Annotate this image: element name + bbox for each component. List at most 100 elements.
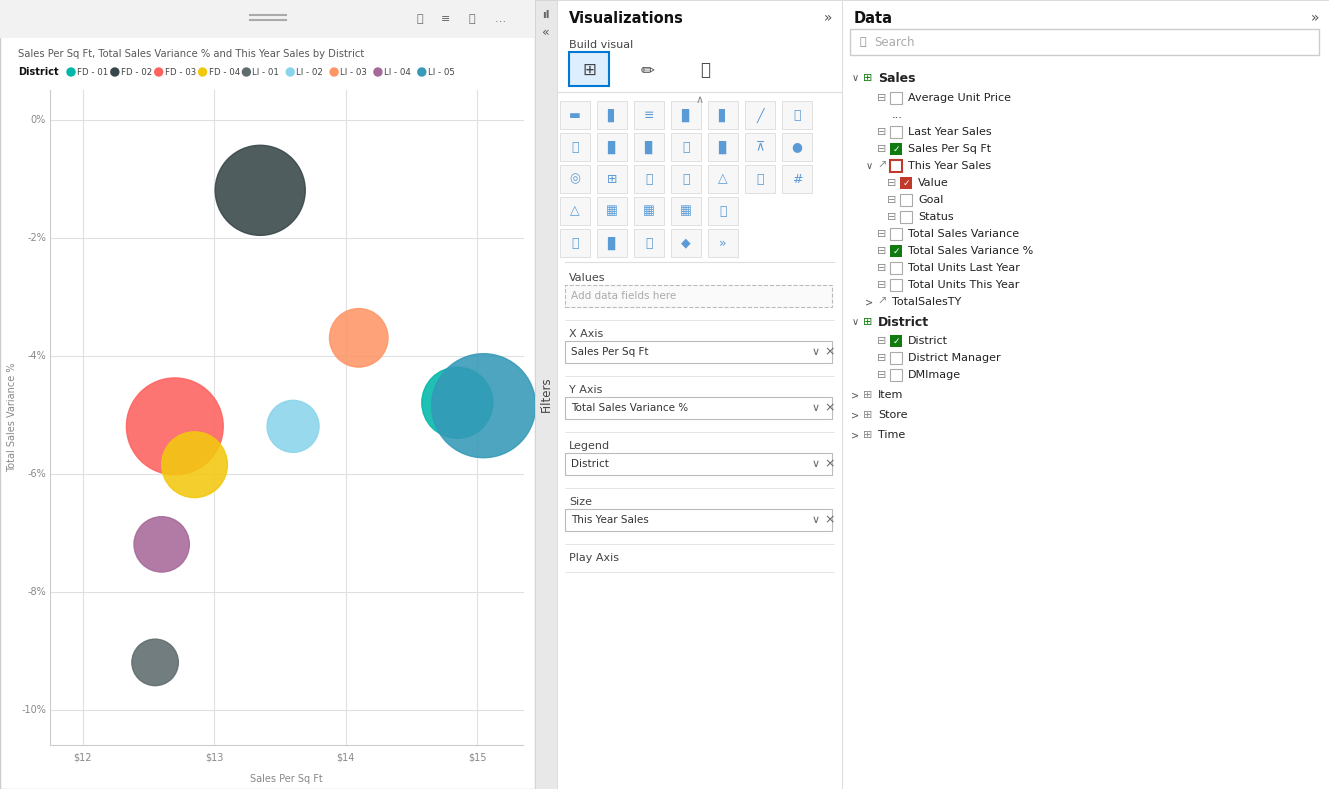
Circle shape [66, 68, 74, 76]
Text: Store: Store [878, 410, 908, 420]
Text: ×: × [825, 402, 835, 414]
Text: ⊟: ⊟ [888, 178, 897, 188]
Text: ⊞: ⊞ [864, 73, 873, 83]
Bar [890, 335, 902, 347]
Text: Search: Search [874, 36, 914, 48]
Text: »: » [824, 11, 832, 25]
FancyBboxPatch shape [565, 397, 832, 419]
Text: Filters: Filters [540, 376, 553, 413]
Text: ∨: ∨ [865, 161, 873, 171]
Text: FD - 04: FD - 04 [209, 68, 239, 77]
Text: Item: Item [878, 390, 904, 400]
Bar [890, 369, 902, 381]
Text: ╱: ╱ [756, 107, 764, 122]
Bar [746, 165, 775, 193]
Text: ▊: ▊ [607, 237, 617, 249]
Text: 📍: 📍 [646, 237, 653, 249]
Text: ✓: ✓ [892, 144, 900, 154]
Text: This Year Sales: This Year Sales [571, 515, 649, 525]
Text: ⛓: ⛓ [719, 204, 727, 218]
Bar [890, 352, 902, 364]
Text: ↗: ↗ [877, 297, 886, 307]
Text: ▊: ▊ [645, 140, 654, 154]
Text: $13: $13 [205, 753, 223, 763]
Bar [671, 197, 700, 225]
Bar [708, 165, 738, 193]
Text: ✓: ✓ [892, 336, 900, 346]
Text: ▋: ▋ [718, 108, 728, 122]
Text: Values: Values [569, 273, 606, 283]
Text: >: > [851, 410, 859, 420]
Text: Time: Time [878, 430, 905, 440]
Bar [900, 211, 912, 223]
Text: 〜: 〜 [571, 140, 578, 154]
Bar [708, 229, 738, 257]
Bar [900, 194, 912, 206]
Text: 🎨: 🎨 [682, 140, 690, 154]
Text: Value: Value [918, 178, 949, 188]
Text: Average Unit Price: Average Unit Price [908, 93, 1011, 103]
Text: FD - 03: FD - 03 [165, 68, 195, 77]
Text: District: District [19, 67, 58, 77]
Text: >: > [851, 430, 859, 440]
Bar [781, 133, 812, 161]
Text: ▊: ▊ [682, 108, 691, 122]
Bar [900, 177, 912, 189]
Text: 🔍: 🔍 [860, 37, 867, 47]
FancyBboxPatch shape [565, 285, 832, 307]
Text: ≡: ≡ [643, 109, 654, 122]
FancyBboxPatch shape [565, 341, 832, 363]
Bar [560, 229, 590, 257]
FancyBboxPatch shape [851, 29, 1318, 55]
Text: Build visual: Build visual [569, 40, 633, 50]
Text: ≡: ≡ [441, 14, 451, 24]
Text: ⛵: ⛵ [682, 173, 690, 185]
Text: ◎: ◎ [570, 173, 581, 185]
Text: ⊟: ⊟ [888, 212, 897, 222]
Bar [890, 160, 902, 172]
Text: LI - 03: LI - 03 [340, 68, 367, 77]
Text: …: … [494, 14, 505, 24]
Text: Size: Size [569, 497, 591, 507]
Text: Sales: Sales [878, 72, 916, 84]
Circle shape [134, 517, 189, 572]
Bar [634, 229, 664, 257]
Bar [708, 197, 738, 225]
Text: ⊞: ⊞ [607, 173, 617, 185]
Circle shape [198, 68, 206, 76]
Text: ⊞: ⊞ [582, 61, 595, 79]
Circle shape [432, 353, 536, 458]
Text: ▦: ▦ [643, 204, 655, 218]
Bar [560, 197, 590, 225]
Text: Add data fields here: Add data fields here [571, 291, 676, 301]
Text: Data: Data [855, 10, 893, 25]
Bar [671, 229, 700, 257]
Bar [634, 101, 664, 129]
Text: Total Sales Variance %: Total Sales Variance % [571, 403, 688, 413]
Bar [560, 165, 590, 193]
Text: Total Units Last Year: Total Units Last Year [908, 263, 1019, 273]
Bar [560, 133, 590, 161]
Text: ⊟: ⊟ [877, 144, 886, 154]
Text: ⊟: ⊟ [877, 353, 886, 363]
Bar [597, 101, 627, 129]
Text: ...: ... [892, 110, 902, 120]
Text: This Year Sales: This Year Sales [908, 161, 991, 171]
Text: ▊: ▊ [718, 140, 728, 154]
Text: ⊟: ⊟ [877, 246, 886, 256]
Bar [890, 245, 902, 257]
Text: «: « [542, 25, 550, 39]
Text: DMImage: DMImage [908, 370, 961, 380]
Circle shape [242, 68, 250, 76]
Circle shape [330, 68, 338, 76]
Text: LI - 02: LI - 02 [296, 68, 323, 77]
Text: FD - 01: FD - 01 [77, 68, 108, 77]
Text: ∨: ∨ [852, 317, 859, 327]
Text: -8%: -8% [28, 586, 47, 596]
Text: 〜: 〜 [756, 173, 764, 185]
Text: FD - 02: FD - 02 [121, 68, 152, 77]
Text: LI - 04: LI - 04 [384, 68, 411, 77]
FancyBboxPatch shape [565, 509, 832, 531]
Text: Legend: Legend [569, 441, 610, 451]
Text: 🌐: 🌐 [646, 173, 653, 185]
